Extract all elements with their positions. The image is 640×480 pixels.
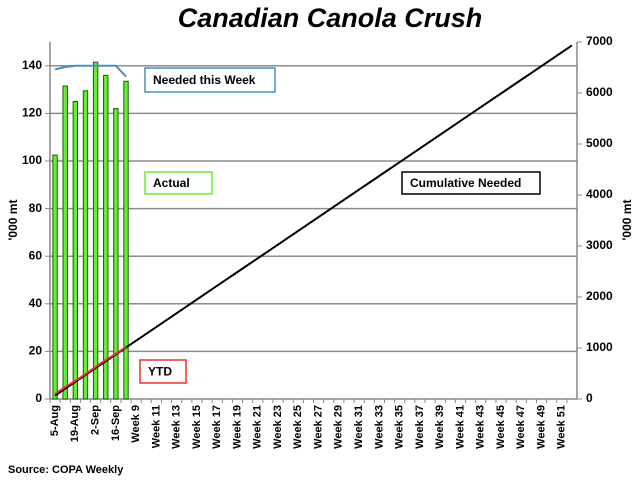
y-axis-label: '000 mt xyxy=(6,200,20,241)
y2-tick-label: 2000 xyxy=(586,289,613,303)
x-tick-label: Week 11 xyxy=(150,405,162,448)
x-tick-label: Week 35 xyxy=(394,405,406,449)
bar xyxy=(52,154,58,400)
x-tick-label: 5-Aug xyxy=(49,405,61,436)
bar xyxy=(92,61,99,400)
x-tick-label: Week 27 xyxy=(312,405,324,449)
y2-tick-label: 5000 xyxy=(586,136,613,150)
x-tick-label: Week 19 xyxy=(231,405,243,449)
x-tick-label: Week 37 xyxy=(414,405,426,449)
x-tick-label: Week 15 xyxy=(191,405,203,449)
y-tick-label: 100 xyxy=(22,153,42,167)
legend-label: Cumulative Needed xyxy=(410,176,521,190)
series-line xyxy=(54,44,573,397)
x-tick-label: Week 21 xyxy=(252,405,264,449)
bar xyxy=(113,108,119,400)
y-tick-label: 120 xyxy=(22,106,42,120)
x-tick-label: Week 43 xyxy=(475,405,487,449)
bar xyxy=(72,101,79,400)
bar xyxy=(62,85,68,400)
y2-tick-label: 7000 xyxy=(586,34,613,48)
x-tick-label: Week 49 xyxy=(535,405,547,449)
y2-axis-label: '000 mt xyxy=(620,200,634,241)
series-line xyxy=(54,346,127,395)
x-tick-label: Week 41 xyxy=(454,405,466,449)
x-tick-label: 19-Aug xyxy=(69,405,81,442)
x-tick-label: Week 31 xyxy=(353,405,365,449)
y2-tick-label: 4000 xyxy=(586,187,613,201)
x-tick-label: Week 33 xyxy=(373,405,385,449)
y-tick-label: 140 xyxy=(22,58,42,72)
x-tick-label: Week 39 xyxy=(434,405,446,449)
y2-tick-label: 1000 xyxy=(586,340,613,354)
series-line xyxy=(54,64,127,78)
legend-box xyxy=(401,171,541,195)
x-tick-label: Week 23 xyxy=(272,405,284,449)
y-tick-label: 20 xyxy=(29,344,43,358)
x-tick-label: Week 13 xyxy=(171,405,183,449)
legend-label: YTD xyxy=(148,365,172,379)
y-tick-label: 80 xyxy=(29,201,43,215)
x-tick-label: 2-Sep xyxy=(90,405,102,435)
x-tick-label: Week 45 xyxy=(495,405,507,449)
y-tick-label: 60 xyxy=(29,248,43,262)
legend-box xyxy=(144,171,213,195)
legend-box xyxy=(144,67,276,93)
chart-title: Canadian Canola Crush xyxy=(178,3,483,33)
x-tick-label: Week 9 xyxy=(130,405,142,443)
x-tick-label: Week 25 xyxy=(292,405,304,449)
legend-label: Needed this Week xyxy=(153,73,256,87)
y2-tick-label: 3000 xyxy=(586,238,613,252)
legend-box xyxy=(139,359,187,384)
y-tick-label: 40 xyxy=(29,296,43,310)
x-tick-label: Week 51 xyxy=(556,405,568,449)
y2-tick-label: 0 xyxy=(586,391,593,405)
x-tick-label: Week 29 xyxy=(333,405,345,449)
bar xyxy=(123,80,129,400)
y2-tick-label: 6000 xyxy=(586,85,613,99)
x-tick-label: Week 17 xyxy=(211,405,223,449)
bar xyxy=(103,74,109,400)
x-tick-label: 16-Sep xyxy=(110,405,122,441)
legend-label: Actual xyxy=(153,176,190,190)
source-note: Source: COPA Weekly xyxy=(8,464,124,476)
bar xyxy=(82,90,89,400)
y-tick-label: 0 xyxy=(35,391,42,405)
x-tick-label: Week 47 xyxy=(515,405,527,449)
